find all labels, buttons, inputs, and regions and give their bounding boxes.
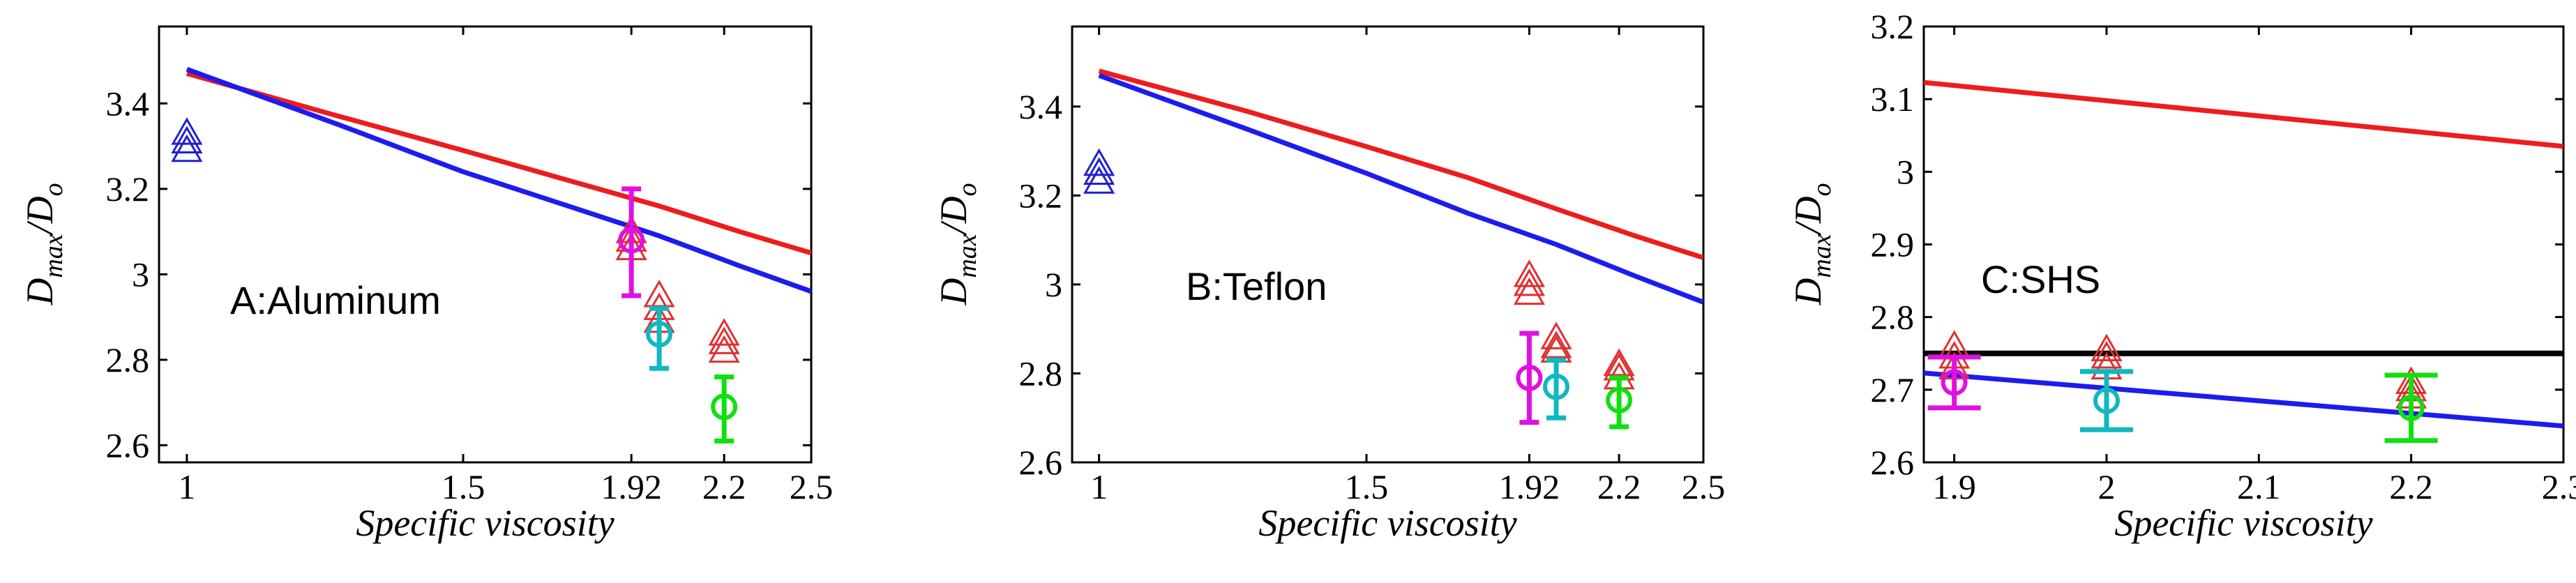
y-label-subscript: max bbox=[953, 234, 982, 278]
axes-frame bbox=[1922, 25, 2565, 464]
plot-area bbox=[1083, 68, 1703, 430]
triangle-marker bbox=[1513, 277, 1545, 305]
y-tick-label: 2.6 bbox=[106, 425, 150, 464]
triangle-marker bbox=[2091, 333, 2123, 362]
y-label-subscript: o bbox=[1807, 183, 1837, 196]
triangle-marker bbox=[1603, 348, 1635, 377]
triangle-marker bbox=[1083, 166, 1115, 194]
x-axis-label: Specific viscosity bbox=[356, 502, 614, 544]
y-tick-label: 3.1 bbox=[1871, 80, 1915, 119]
x-tick-label: 1 bbox=[178, 467, 195, 506]
y-tick-label: 2.8 bbox=[1019, 354, 1063, 393]
x-tick-label: 1 bbox=[1090, 467, 1108, 506]
panel-annotation: C:SHS bbox=[1981, 257, 2100, 301]
x-tick-label: 1.9 bbox=[1932, 467, 1976, 506]
series-line-model-blue bbox=[1924, 370, 2563, 429]
x-tick-label: 2.2 bbox=[2389, 467, 2433, 506]
plot-area bbox=[1924, 80, 2563, 444]
circle-marker bbox=[711, 393, 738, 421]
y-label-part: /D bbox=[19, 196, 61, 236]
series-line-model-red bbox=[1924, 80, 2563, 149]
y-label-subscript: max bbox=[39, 234, 68, 278]
y-label-part: D bbox=[1787, 278, 1829, 306]
y-tick-label: 3.2 bbox=[1871, 7, 1915, 46]
y-tick-label: 2.6 bbox=[1019, 443, 1063, 482]
panel-B: 1 1.5 1.92 2.2 2.5 2.6 2.8 3 3.2 3.4 Specific visc… bbox=[933, 25, 1726, 544]
y-tick-label: 2.8 bbox=[1871, 298, 1915, 337]
x-tick-label: 2 bbox=[2098, 467, 2116, 506]
x-tick-label: 1.92 bbox=[601, 467, 662, 506]
x-axis-label: Specific viscosity bbox=[2114, 502, 2372, 544]
triangle-marker bbox=[1513, 259, 1545, 287]
panel-annotation: A:Aluminum bbox=[230, 278, 441, 322]
triangle-marker bbox=[708, 326, 740, 354]
x-tick-label: 1.92 bbox=[1499, 467, 1560, 506]
series-line-model-blue bbox=[186, 67, 811, 294]
x-tick-label: 2.5 bbox=[1682, 467, 1726, 506]
y-label-part: /D bbox=[1787, 196, 1829, 236]
circle-marker bbox=[646, 321, 673, 348]
series-line-model-red bbox=[186, 71, 811, 256]
triangle-marker bbox=[171, 117, 203, 145]
y-label-subscript: o bbox=[953, 183, 982, 196]
y-tick-label: 3.4 bbox=[106, 84, 150, 123]
circle-marker bbox=[2093, 387, 2120, 414]
triangle-marker bbox=[708, 335, 740, 363]
series-line-model-blue bbox=[1098, 73, 1703, 305]
series-line-model-red bbox=[1098, 68, 1703, 260]
triangle-marker bbox=[2091, 340, 2123, 369]
axes-frame bbox=[1071, 25, 1705, 464]
panel-A: 1 1.5 1.92 2.2 2.5 2.6 2.8 3 3.2 3.4 Specific visc… bbox=[19, 25, 834, 544]
circle-marker bbox=[2397, 394, 2425, 421]
triangle-marker bbox=[171, 134, 203, 162]
y-axis-label: Dmax/Do bbox=[19, 183, 68, 305]
x-tick-label: 2.2 bbox=[702, 467, 746, 506]
plot-area bbox=[171, 67, 811, 444]
triangle-marker bbox=[1540, 331, 1572, 358]
y-tick-label: 3.2 bbox=[106, 169, 150, 209]
x-tick-label: 2.3 bbox=[2542, 467, 2576, 506]
x-tick-label: 1.5 bbox=[442, 467, 485, 506]
triangle-marker bbox=[1083, 148, 1115, 176]
y-label-subscript: o bbox=[39, 183, 68, 196]
y-label-part: D bbox=[933, 278, 974, 306]
x-tick-label: 2.1 bbox=[2237, 467, 2281, 506]
y-label-part: D bbox=[19, 278, 61, 306]
y-tick-label: 3 bbox=[132, 255, 149, 294]
y-axis-label: Dmax/Do bbox=[933, 183, 982, 305]
y-tick-label: 3 bbox=[1045, 265, 1062, 304]
y-tick-label: 2.8 bbox=[106, 340, 150, 379]
triangle-marker bbox=[171, 126, 203, 153]
triangle-marker bbox=[1083, 157, 1115, 185]
circle-marker bbox=[1606, 386, 1633, 414]
circle-marker bbox=[618, 227, 645, 254]
x-tick-label: 1.5 bbox=[1345, 467, 1389, 506]
y-label-part: /D bbox=[933, 196, 974, 236]
panel-annotation: B:Teflon bbox=[1186, 264, 1327, 308]
x-tick-label: 2.2 bbox=[1597, 467, 1641, 506]
triangle-marker bbox=[1540, 321, 1572, 349]
y-tick-label: 2.7 bbox=[1871, 370, 1915, 409]
y-tick-label: 3.4 bbox=[1019, 87, 1063, 126]
y-tick-label: 3.2 bbox=[1019, 176, 1063, 215]
y-tick-label: 2.9 bbox=[1871, 225, 1915, 264]
y-tick-label: 3 bbox=[1897, 152, 1914, 191]
triangle-marker bbox=[1513, 268, 1545, 296]
circle-marker bbox=[1543, 373, 1570, 400]
circle-marker bbox=[1941, 369, 1968, 396]
x-axis-label: Specific viscosity bbox=[1258, 502, 1516, 544]
circle-marker bbox=[1516, 364, 1543, 391]
x-tick-label: 2.5 bbox=[790, 467, 834, 506]
y-label-subscript: max bbox=[1807, 234, 1837, 278]
panel-C: 1.9 2 2.1 2.2 2.3 2.6 2.7 2.8 2.9 3 3.1 3.2 Specific… bbox=[1787, 7, 2576, 544]
y-axis-label: Dmax/Do bbox=[1787, 183, 1837, 305]
triangle-marker bbox=[708, 318, 740, 346]
y-tick-label: 2.6 bbox=[1871, 443, 1915, 482]
